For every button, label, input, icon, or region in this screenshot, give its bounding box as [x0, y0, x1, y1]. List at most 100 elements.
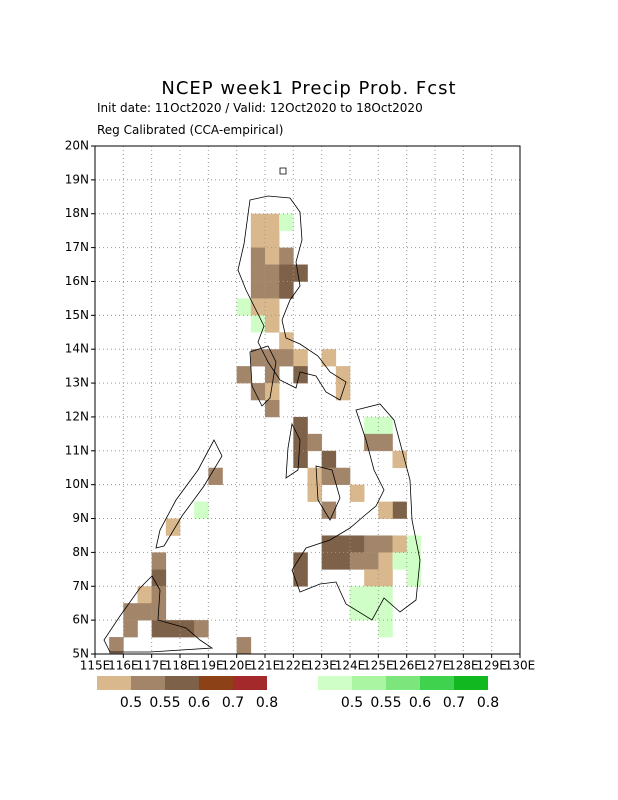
- x-tick-label: 127E: [420, 659, 451, 673]
- y-tick-label: 5N: [72, 647, 89, 661]
- x-tick-label: 121E: [250, 659, 281, 673]
- forecast-cell: [279, 349, 294, 367]
- forecast-cell: [236, 366, 252, 384]
- legend-label: 0.6: [409, 695, 431, 711]
- forecast-cell: [350, 535, 365, 553]
- forecast-cell: [250, 315, 266, 333]
- legend-label: 0.8: [256, 695, 278, 711]
- forecast-cell: [392, 501, 407, 519]
- forecast-cell: [364, 586, 379, 604]
- forecast-cell: [378, 586, 393, 604]
- y-tick-label: 6N: [72, 613, 89, 627]
- forecast-cell: [123, 620, 138, 638]
- forecast-cell: [350, 603, 365, 621]
- forecast-cell: [250, 213, 266, 231]
- forecast-cell: [151, 552, 167, 570]
- forecast-cell: [293, 416, 308, 435]
- map-frame: [94, 145, 521, 655]
- forecast-cell: [236, 637, 252, 655]
- y-tick-label: 18N: [65, 206, 89, 220]
- forecast-cell: [364, 552, 379, 570]
- legend-swatch: [131, 676, 165, 690]
- forecast-cell: [250, 230, 266, 248]
- forecast-cell: [265, 213, 280, 231]
- x-tick-label: 117E: [136, 659, 167, 673]
- legend-swatch: [97, 676, 131, 690]
- forecast-cell: [307, 467, 322, 485]
- forecast-cell: [250, 247, 266, 265]
- forecast-cell: [321, 535, 337, 553]
- legend-label: 0.5: [341, 695, 363, 711]
- y-tick-label: 17N: [65, 240, 89, 254]
- y-tick-label: 13N: [65, 376, 89, 390]
- forecast-cell: [137, 603, 152, 621]
- forecast-cell: [293, 264, 308, 282]
- forecast-cell: [151, 569, 167, 587]
- forecast-cell: [350, 484, 365, 502]
- axes: 115E116E117E118E119E120E121E122E123E124E…: [65, 139, 536, 673]
- legend-swatch: [386, 676, 420, 690]
- forecast-cell: [293, 450, 308, 469]
- forecast-cell: [378, 620, 393, 638]
- forecast-cell: [321, 349, 337, 367]
- forecast-cell: [378, 433, 393, 452]
- y-tick-label: 8N: [72, 545, 89, 559]
- forecast-cell: [293, 552, 308, 570]
- forecast-cell: [250, 264, 266, 282]
- forecast-cell: [321, 450, 337, 469]
- forecast-cell: [109, 637, 124, 655]
- legend-swatch: [199, 676, 233, 690]
- x-tick-label: 116E: [108, 659, 139, 673]
- forecast-cell: [378, 569, 393, 587]
- forecast-cell: [250, 298, 266, 316]
- x-tick-label: 130E: [505, 659, 536, 673]
- x-tick-label: 125E: [363, 659, 394, 673]
- forecast-cell: [279, 264, 294, 282]
- forecast-cell: [307, 433, 322, 452]
- y-tick-label: 11N: [65, 443, 89, 457]
- x-tick-label: 128E: [448, 659, 479, 673]
- forecast-cell: [208, 467, 223, 485]
- forecast-cell: [250, 349, 266, 367]
- forecast-cell: [364, 416, 379, 435]
- forecast-cell: [378, 501, 393, 519]
- forecast-cell: [335, 366, 351, 384]
- forecast-cell: [250, 383, 266, 401]
- legend-label: 0.6: [188, 695, 210, 711]
- legend-swatch: [318, 676, 352, 690]
- forecast-cell: [307, 484, 322, 502]
- forecast-cell: [378, 416, 393, 435]
- forecast-cell: [364, 535, 379, 553]
- forecast-cell: [265, 281, 280, 299]
- forecast-cell: [151, 586, 167, 604]
- legend-swatch: [352, 676, 386, 690]
- forecast-cell: [335, 552, 351, 570]
- title: NCEP week1 Precip Prob. Fcst: [161, 78, 456, 99]
- subtitle: Init date: 11Oct2020 / Valid: 12Oct2020 …: [97, 101, 423, 115]
- legend-swatch: [420, 676, 454, 690]
- forecast-cell: [293, 433, 308, 452]
- forecast-cell: [350, 586, 365, 604]
- legend-swatch: [233, 676, 267, 690]
- forecast-cell: [265, 315, 280, 333]
- forecast-cell: [165, 518, 181, 536]
- forecast-cell: [265, 400, 280, 418]
- forecast-cell: [250, 281, 266, 299]
- forecast-cell: [123, 603, 138, 621]
- forecast-cell: [265, 247, 280, 265]
- x-tick-label: 129E: [476, 659, 507, 673]
- forecast-cell: [364, 603, 379, 621]
- x-tick-label: 118E: [165, 659, 196, 673]
- forecast-cell: [406, 552, 422, 570]
- forecast-cell: [279, 247, 294, 265]
- x-tick-label: 124E: [335, 659, 366, 673]
- y-tick-label: 12N: [65, 409, 89, 423]
- y-tick-label: 10N: [65, 477, 89, 491]
- legend-swatch: [165, 676, 199, 690]
- forecast-cell: [392, 552, 407, 570]
- forecast-cell: [279, 281, 294, 299]
- forecast-cell: [335, 535, 351, 553]
- legend-label: 0.55: [370, 695, 401, 711]
- forecast-cell: [406, 535, 422, 553]
